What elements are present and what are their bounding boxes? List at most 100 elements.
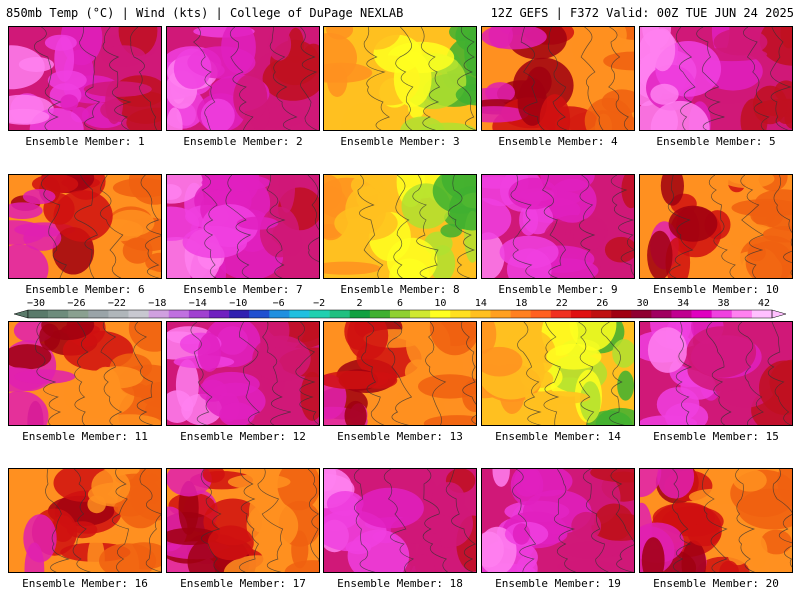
colorbar-swatch [128, 310, 149, 318]
colorbar-swatch [369, 310, 391, 318]
ensemble-member-map [323, 468, 477, 573]
colorbar-tick-label: 18 [515, 298, 528, 309]
colorbar-swatch [731, 310, 753, 318]
colorbar-swatch [410, 310, 431, 318]
ensemble-member-label: Ensemble Member: 9 [498, 283, 618, 296]
colorbar-tick-label: −30 [26, 298, 46, 309]
colorbar-swatch [188, 310, 210, 318]
colorbar-swatch [671, 310, 692, 318]
ensemble-member-map [8, 321, 162, 426]
colorbar-tick-label: −2 [313, 298, 326, 309]
colorbar-tick-label: 14 [474, 298, 487, 309]
colorbar-swatch [349, 310, 371, 318]
colorbar-tick-label: 30 [636, 298, 649, 309]
colorbar-swatch [470, 310, 491, 318]
colorbar-swatch [88, 310, 109, 318]
temperature-colorbar [13, 309, 787, 319]
ensemble-member-label: Ensemble Member: 19 [495, 577, 621, 590]
ensemble-member-map [8, 174, 162, 279]
colorbar-swatch [168, 310, 190, 318]
ensemble-member-map [323, 321, 477, 426]
ensemble-member-label: Ensemble Member: 3 [340, 135, 460, 148]
colorbar-tick-label: 34 [677, 298, 690, 309]
colorbar-swatch [249, 310, 270, 318]
ensemble-member-map [323, 26, 477, 131]
ensemble-member-map [481, 174, 635, 279]
ensemble-member-map [481, 468, 635, 573]
colorbar-swatch [591, 310, 612, 318]
ensemble-member-label: Ensemble Member: 16 [22, 577, 148, 590]
colorbar-swatch [651, 310, 672, 318]
colorbar-tick-label: 26 [596, 298, 609, 309]
colorbar-tick-label: 2 [356, 298, 363, 309]
ensemble-member-label: Ensemble Member: 15 [653, 430, 779, 443]
colorbar-swatch [570, 310, 592, 318]
colorbar-tick-label: 42 [757, 298, 771, 309]
colorbar-swatch [711, 310, 733, 318]
ensemble-member-map [639, 468, 793, 573]
colorbar-swatch [108, 310, 129, 318]
ensemble-member-label: Ensemble Member: 20 [653, 577, 779, 590]
colorbar-swatch [28, 310, 49, 318]
ensemble-member-map [481, 321, 635, 426]
ensemble-member-map [639, 174, 793, 279]
colorbar-swatch [148, 310, 170, 318]
map-title: 850mb Temp (°C) | Wind (kts) | College o… [6, 6, 404, 20]
colorbar-tick-label: −6 [272, 298, 285, 309]
colorbar-swatch [48, 310, 69, 318]
colorbar-tick-label: 38 [717, 298, 730, 309]
colorbar-swatch [269, 310, 290, 318]
colorbar-swatch [550, 310, 572, 318]
ensemble-member-label: Ensemble Member: 4 [498, 135, 618, 148]
colorbar-tick-label: −26 [67, 298, 86, 309]
colorbar-swatch [611, 310, 632, 318]
colorbar-tick-label: 22 [555, 298, 568, 309]
colorbar-swatch [289, 310, 310, 318]
ensemble-member-label: Ensemble Member: 6 [25, 283, 145, 296]
colorbar-swatch [389, 310, 411, 318]
ensemble-member-map [639, 26, 793, 131]
colorbar-min-arrow [13, 309, 29, 319]
ensemble-member-label: Ensemble Member: 11 [22, 430, 148, 443]
ensemble-member-label: Ensemble Member: 18 [337, 577, 463, 590]
colorbar-tick-label: −10 [229, 298, 248, 309]
ensemble-member-map [166, 26, 320, 131]
ensemble-member-label: Ensemble Member: 14 [495, 430, 621, 443]
ensemble-member-map [166, 468, 320, 573]
colorbar-swatch [329, 310, 351, 318]
ensemble-member-label: Ensemble Member: 12 [180, 430, 306, 443]
ensemble-member-map [8, 26, 162, 131]
ensemble-member-map [166, 174, 320, 279]
colorbar-swatch [229, 310, 250, 318]
colorbar-tick-label: −18 [148, 298, 167, 309]
colorbar-swatch [510, 310, 531, 318]
ensemble-member-label: Ensemble Member: 13 [337, 430, 463, 443]
ensemble-member-map [481, 26, 635, 131]
ensemble-member-label: Ensemble Member: 10 [653, 283, 779, 296]
ensemble-member-label: Ensemble Member: 1 [25, 135, 145, 148]
ensemble-member-label: Ensemble Member: 2 [183, 135, 303, 148]
colorbar-swatch [309, 310, 330, 318]
colorbar-swatch [631, 310, 652, 318]
colorbar-tick-label: −22 [107, 298, 126, 309]
ensemble-member-label: Ensemble Member: 8 [340, 283, 460, 296]
ensemble-member-label: Ensemble Member: 5 [656, 135, 776, 148]
colorbar-swatch [450, 310, 471, 318]
colorbar-swatch [208, 310, 230, 318]
colorbar-swatch [530, 310, 552, 318]
colorbar-tick-label: −14 [188, 298, 207, 309]
colorbar-swatch [691, 310, 712, 318]
colorbar-swatch [490, 310, 511, 318]
ensemble-member-map [639, 321, 793, 426]
colorbar-swatch [430, 310, 451, 318]
ensemble-member-map [166, 321, 320, 426]
ensemble-member-label: Ensemble Member: 7 [183, 283, 303, 296]
run-valid-time: 12Z GEFS | F372 Valid: 00Z TUE JUN 24 20… [490, 6, 794, 20]
ensemble-member-label: Ensemble Member: 17 [180, 577, 306, 590]
ensemble-member-map [8, 468, 162, 573]
colorbar-tick-label: 10 [434, 298, 447, 309]
colorbar-tick-label: 6 [396, 298, 404, 309]
ensemble-member-map [323, 174, 477, 279]
colorbar-swatch [751, 310, 773, 318]
colorbar-max-arrow [771, 309, 787, 319]
